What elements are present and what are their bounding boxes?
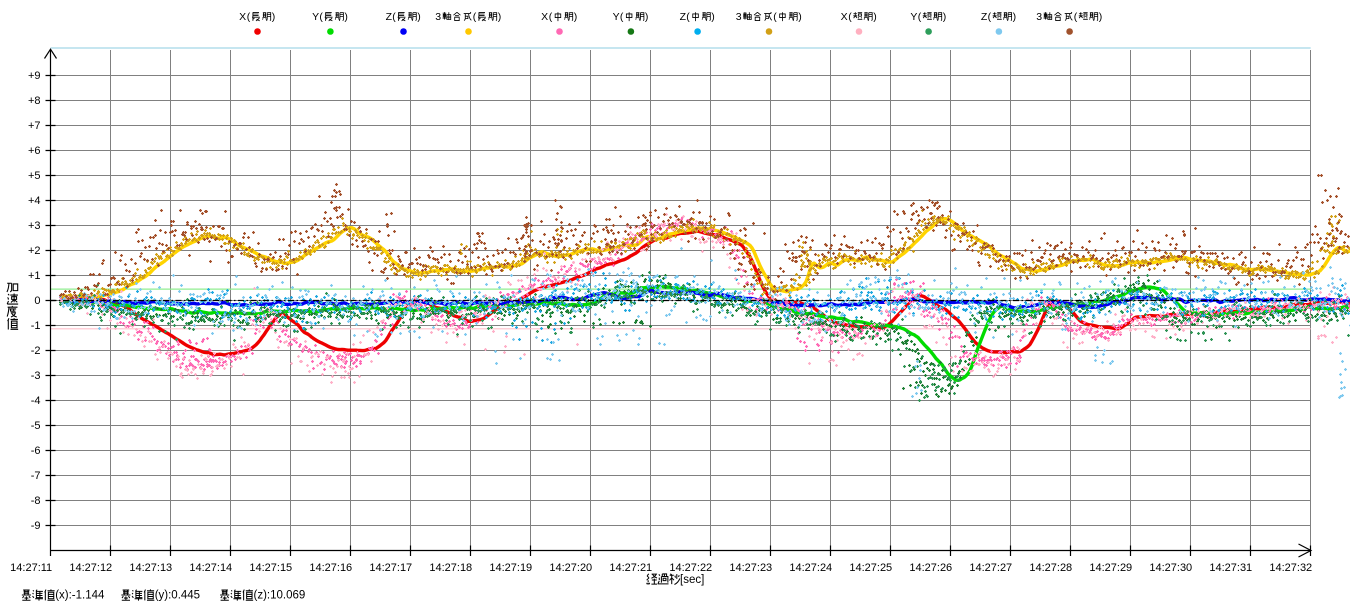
svg-text:): ) [1013, 11, 1017, 23]
svg-text:-7: -7 [31, 470, 41, 482]
svg-text:+2: +2 [28, 245, 41, 257]
svg-text:14:27:17: 14:27:17 [369, 562, 412, 574]
svg-text:(: ( [686, 11, 690, 23]
svg-text:+9: +9 [28, 70, 41, 82]
svg-text:14:27:22: 14:27:22 [669, 562, 712, 574]
svg-text:Z: Z [386, 11, 393, 23]
svg-text:-1: -1 [31, 320, 41, 332]
svg-text:(: ( [773, 11, 777, 23]
svg-text:14:27:32: 14:27:32 [1269, 562, 1312, 574]
svg-text:14:27:20: 14:27:20 [549, 562, 592, 574]
svg-text:(: ( [473, 11, 477, 23]
svg-text:14:27:21: 14:27:21 [609, 562, 652, 574]
svg-text:3: 3 [1036, 11, 1042, 23]
svg-text:X: X [841, 11, 848, 23]
svg-text:-6: -6 [31, 445, 41, 457]
svg-text:0: 0 [34, 295, 40, 307]
svg-text:14:27:23: 14:27:23 [729, 562, 772, 574]
svg-text:Z: Z [680, 11, 687, 23]
svg-text:X: X [239, 11, 246, 23]
svg-text:-3: -3 [31, 370, 41, 382]
svg-text:+4: +4 [28, 195, 41, 207]
svg-text:14:27:11: 14:27:11 [10, 562, 52, 574]
svg-text:+5: +5 [28, 170, 41, 182]
svg-text:(: ( [319, 11, 323, 23]
svg-text:+6: +6 [28, 145, 41, 157]
svg-text:): ) [417, 11, 421, 23]
svg-text:+7: +7 [28, 120, 41, 132]
svg-text:X: X [541, 11, 548, 23]
svg-text:14:27:26: 14:27:26 [909, 562, 952, 574]
svg-text:): ) [574, 11, 578, 23]
svg-text:): ) [498, 11, 502, 23]
svg-text:+3: +3 [28, 220, 41, 232]
svg-text:(y):0.445: (y):0.445 [155, 590, 200, 602]
svg-text:(: ( [1074, 11, 1078, 23]
svg-text:14:27:16: 14:27:16 [309, 562, 352, 574]
svg-text:(z):10.069: (z):10.069 [254, 590, 306, 602]
svg-text:-5: -5 [31, 420, 41, 432]
svg-text:14:27:25: 14:27:25 [849, 562, 892, 574]
svg-text:Y: Y [312, 11, 319, 23]
svg-text:14:27:27: 14:27:27 [969, 562, 1012, 574]
svg-text:(: ( [918, 11, 922, 23]
svg-text:): ) [711, 11, 715, 23]
svg-text:14:27:30: 14:27:30 [1149, 562, 1192, 574]
svg-text:14:27:14: 14:27:14 [189, 562, 232, 574]
svg-text:Y: Y [613, 11, 620, 23]
svg-text:): ) [943, 11, 947, 23]
svg-text:-8: -8 [31, 495, 41, 507]
svg-text:Z: Z [981, 11, 988, 23]
svg-text:): ) [798, 11, 802, 23]
svg-text:): ) [645, 11, 649, 23]
svg-text:+1: +1 [28, 270, 41, 282]
svg-text:(: ( [988, 11, 992, 23]
svg-text:(x):-1.144: (x):-1.144 [55, 590, 105, 602]
svg-text:[sec]: [sec] [680, 574, 704, 586]
svg-text:-4: -4 [31, 395, 41, 407]
svg-text:14:27:18: 14:27:18 [429, 562, 472, 574]
svg-text:): ) [1099, 11, 1103, 23]
svg-text:14:27:12: 14:27:12 [69, 562, 112, 574]
svg-text:): ) [344, 11, 348, 23]
svg-text:14:27:24: 14:27:24 [789, 562, 832, 574]
svg-text:Y: Y [910, 11, 917, 23]
svg-text:(: ( [848, 11, 852, 23]
svg-text:-2: -2 [31, 345, 41, 357]
svg-text:14:27:13: 14:27:13 [129, 562, 172, 574]
svg-text:3: 3 [435, 11, 441, 23]
svg-text:(: ( [392, 11, 396, 23]
svg-text:+8: +8 [28, 95, 41, 107]
svg-text:3: 3 [736, 11, 742, 23]
svg-text:(: ( [549, 11, 553, 23]
svg-text:14:27:15: 14:27:15 [249, 562, 292, 574]
svg-text:(: ( [247, 11, 251, 23]
svg-text:14:27:19: 14:27:19 [489, 562, 532, 574]
svg-text:14:27:29: 14:27:29 [1089, 562, 1132, 574]
svg-text:): ) [873, 11, 877, 23]
svg-text:14:27:31: 14:27:31 [1209, 562, 1252, 574]
svg-text:14:27:28: 14:27:28 [1029, 562, 1072, 574]
svg-text:): ) [272, 11, 276, 23]
svg-text:-9: -9 [31, 520, 41, 532]
svg-text:(: ( [620, 11, 624, 23]
